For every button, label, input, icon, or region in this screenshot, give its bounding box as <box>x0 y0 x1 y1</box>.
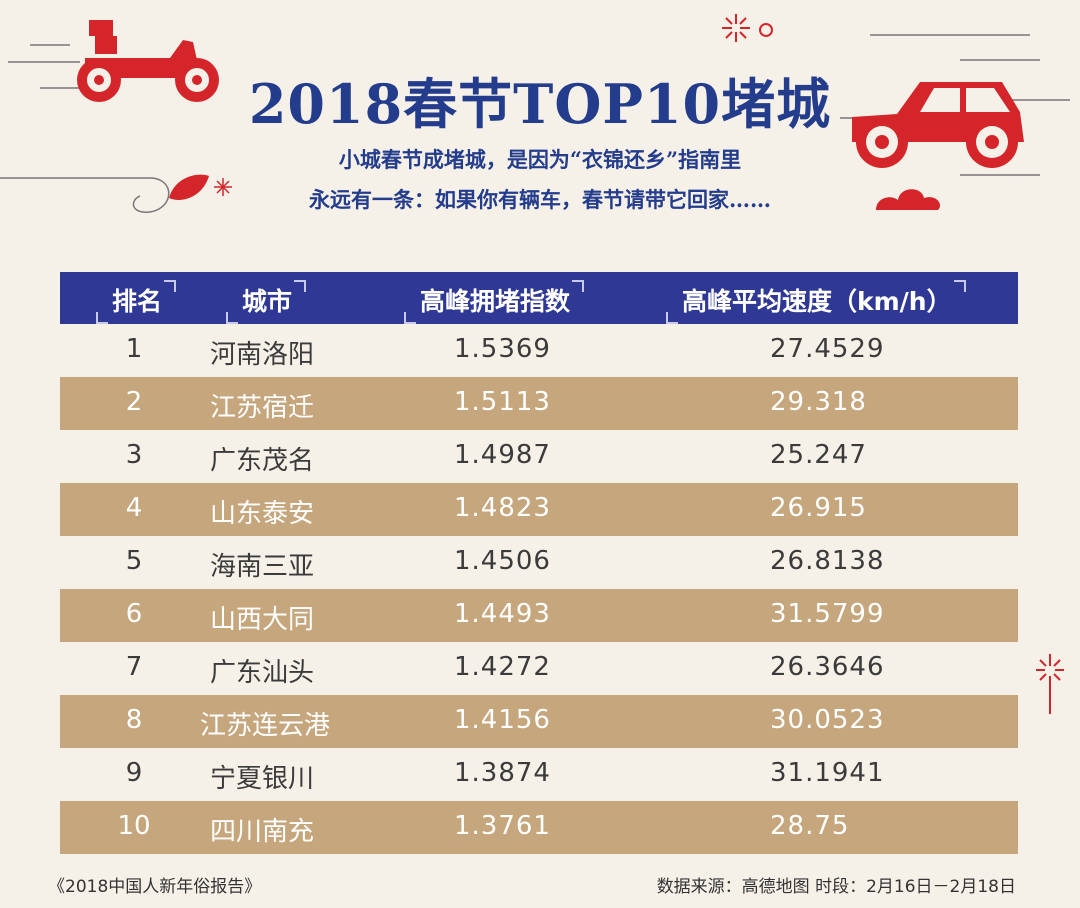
car-icon <box>852 82 1024 168</box>
city-cell: 广东茂名 <box>210 446 315 476</box>
header-average-speed: 高峰平均速度（km/h） <box>666 280 966 324</box>
leaf-icon <box>169 174 232 200</box>
speed-cell: 26.8138 <box>770 546 885 576</box>
subtitle-line-1: 小城春节成堵城，是因为“衣锦还乡”指南里 <box>338 147 742 172</box>
rank-cell: 7 <box>125 652 143 682</box>
index-cell: 1.5113 <box>454 387 551 417</box>
table-row: 5 海南三亚 1.4506 26.8138 <box>60 536 1018 589</box>
city-cell: 宁夏银川 <box>210 764 315 794</box>
speed-cell: 25.247 <box>770 440 867 470</box>
city-cell: 广东汕头 <box>210 658 315 688</box>
subtitle-line-2: 永远有一条：如果你有辆车，春节请带它回家…… <box>309 187 771 212</box>
index-cell: 1.5369 <box>454 334 551 364</box>
rank-cell: 2 <box>125 387 143 417</box>
rank-cell: 10 <box>117 811 151 841</box>
rank-cell: 1 <box>125 334 143 364</box>
index-cell: 1.3761 <box>454 811 551 841</box>
index-cell: 1.4156 <box>454 705 551 735</box>
firework-icon <box>1036 654 1064 714</box>
city-cell: 山西大同 <box>210 605 315 635</box>
table-row: 8 江苏连云港 1.4156 30.0523 <box>60 695 1018 748</box>
city-cell: 山东泰安 <box>210 499 315 529</box>
city-cell: 江苏宿迁 <box>210 393 315 423</box>
city-cell: 四川南充 <box>210 817 315 847</box>
speed-cell: 31.5799 <box>770 599 885 629</box>
index-cell: 1.4506 <box>454 546 551 576</box>
speed-cell: 26.3646 <box>770 652 885 682</box>
table-row: 3 广东茂名 1.4987 25.247 <box>60 430 1018 483</box>
table-header: 排名 城市 高峰拥堵指数 高峰平均速度（km/h） <box>60 272 1018 324</box>
report-citation: 《2018中国人新年俗报告》 <box>48 877 262 897</box>
table-row: 6 山西大同 1.4493 31.5799 <box>60 589 1018 642</box>
rank-cell: 3 <box>125 440 143 470</box>
speed-cell: 27.4529 <box>770 334 885 364</box>
cloud-icon <box>876 189 941 210</box>
table-row: 1 河南洛阳 1.5369 27.4529 <box>60 324 1018 377</box>
table-row: 7 广东汕头 1.4272 26.3646 <box>60 642 1018 695</box>
city-cell: 河南洛阳 <box>210 340 315 370</box>
table-row: 9 宁夏银川 1.3874 31.1941 <box>60 748 1018 801</box>
table-row: 10 四川南充 1.3761 28.75 <box>60 801 1018 854</box>
index-cell: 1.3874 <box>454 758 551 788</box>
city-cell: 江苏连云港 <box>200 711 331 741</box>
motorcycle-icon <box>77 20 219 102</box>
page-title: 2018春节TOP10堵城 <box>248 72 832 136</box>
data-source: 数据来源：高德地图 时段：2月16日－2月18日 <box>656 877 1016 897</box>
speed-cell: 26.915 <box>770 493 867 523</box>
rank-cell: 4 <box>125 493 143 523</box>
header-city: 城市 <box>226 280 307 324</box>
ranking-table: 排名 城市 高峰拥堵指数 高峰平均速度（km/h） 1 河南洛阳 1.5369 … <box>60 272 1018 854</box>
rank-cell: 6 <box>125 599 143 629</box>
index-cell: 1.4272 <box>454 652 551 682</box>
table-row: 4 山东泰安 1.4823 26.915 <box>60 483 1018 536</box>
header-rank: 排名 <box>96 280 177 324</box>
city-cell: 海南三亚 <box>210 552 315 582</box>
speed-cell: 29.318 <box>770 387 867 417</box>
speed-cell: 30.0523 <box>770 705 885 735</box>
speed-cell: 28.75 <box>770 811 850 841</box>
index-cell: 1.4987 <box>454 440 551 470</box>
rank-cell: 9 <box>125 758 143 788</box>
rank-cell: 5 <box>125 546 143 576</box>
firework-icon <box>722 14 773 42</box>
speed-cell: 31.1941 <box>770 758 885 788</box>
header-congestion-index: 高峰拥堵指数 <box>404 280 585 324</box>
rank-cell: 8 <box>125 705 143 735</box>
index-cell: 1.4823 <box>454 493 551 523</box>
table-row: 2 江苏宿迁 1.5113 29.318 <box>60 377 1018 430</box>
index-cell: 1.4493 <box>454 599 551 629</box>
